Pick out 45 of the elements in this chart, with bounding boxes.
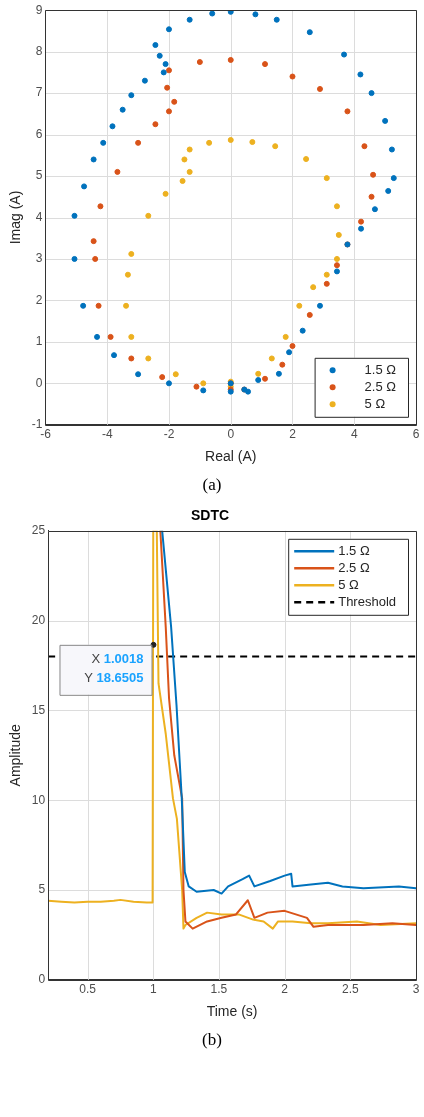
y-tick-label: 6 <box>35 126 43 141</box>
y-tick-label: 7 <box>35 85 43 100</box>
x-tick-label: -2 <box>163 427 175 442</box>
x-tick-label: 0 <box>227 427 235 442</box>
y-tick-label: 10 <box>31 792 46 807</box>
y-tick-label: 15 <box>31 702 46 717</box>
y-tick-label: 1 <box>35 334 43 349</box>
y-tick-label: 5 <box>35 168 43 183</box>
y-tick-label: -1 <box>31 417 43 432</box>
y-tick-label: 0 <box>35 375 43 390</box>
legend-label: 2.5 Ω <box>338 559 370 575</box>
legend-label: 5 Ω <box>338 576 360 592</box>
legend-label: 2.5 Ω <box>364 378 397 394</box>
y-tick-label: 25 <box>31 523 46 538</box>
text: (b) <box>201 1029 223 1051</box>
annotation: X 1.0018 Y 18.6505 <box>84 651 144 686</box>
x-tick-label: 2.5 <box>341 982 359 997</box>
y-axis-title: Imag (A) <box>7 190 24 245</box>
y-tick-label: 2 <box>35 292 43 307</box>
y-tick-label: 4 <box>35 209 43 224</box>
x-tick-label: 6 <box>412 427 420 442</box>
legend-label: 1.5 Ω <box>364 361 397 377</box>
x-tick-label: 2 <box>289 427 297 442</box>
x-axis-title: Real (A) <box>205 448 257 465</box>
legend-label: 5 Ω <box>364 395 386 411</box>
y-tick-label: 20 <box>31 612 46 627</box>
y-axis-title: Amplitude <box>7 723 24 787</box>
x-tick-label: 4 <box>350 427 358 442</box>
legend-label: 1.5 Ω <box>338 542 370 558</box>
x-tick-label: 1.5 <box>210 982 228 997</box>
y-tick-label: 0 <box>38 972 46 987</box>
x-tick-label: 3 <box>412 982 420 997</box>
x-tick-label: -6 <box>40 427 52 442</box>
y-tick-label: 8 <box>35 43 43 58</box>
x-tick-label: -4 <box>101 427 113 442</box>
y-tick-label: 3 <box>35 251 43 266</box>
legend-label: Threshold <box>338 593 396 609</box>
y-tick-label: 9 <box>35 2 43 17</box>
x-tick-label: 1 <box>149 982 157 997</box>
x-axis-title: Time (s) <box>206 1003 258 1020</box>
x-tick-label: 2 <box>281 982 289 997</box>
y-tick-label: 5 <box>38 882 46 897</box>
x-tick-label: 0.5 <box>79 982 97 997</box>
chart-title: SDTC <box>190 507 230 524</box>
text: (a) <box>201 474 223 496</box>
